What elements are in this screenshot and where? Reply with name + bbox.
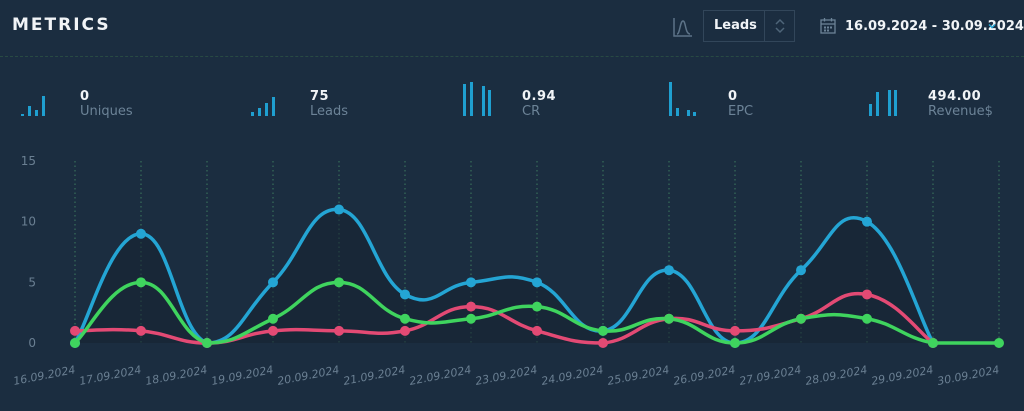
data-point (532, 325, 542, 336)
metric-label: Uniques (80, 104, 133, 119)
header: METRICS Leads 16.09.2024 - 30.09.2024 (0, 0, 1024, 56)
metric-uniques: 0 Uniques (20, 88, 220, 122)
data-point (862, 289, 872, 300)
data-point (796, 313, 806, 324)
data-point (400, 289, 410, 300)
bar-chart-icon (251, 97, 275, 116)
bar-chart-icon (669, 82, 696, 116)
y-tick-label: 15 (21, 154, 36, 168)
metric-label: Leads (310, 104, 349, 119)
data-point (268, 325, 278, 336)
data-point (466, 313, 476, 324)
data-point (862, 313, 872, 324)
x-tick-label: 26.09.2024 (672, 363, 736, 388)
x-tick-label: 16.09.2024 (12, 363, 76, 388)
data-point (466, 277, 476, 288)
bar-chart-icon (21, 96, 45, 116)
metric-label: CR (522, 104, 541, 119)
page-title: METRICS (12, 15, 111, 35)
metric-leads: 75 Leads (250, 88, 450, 122)
data-point (796, 265, 806, 276)
data-point (928, 338, 938, 348)
data-point (334, 204, 344, 215)
y-tick-label: 0 (28, 336, 36, 350)
select-divider (764, 11, 765, 41)
data-point (70, 325, 80, 336)
data-point (136, 228, 146, 239)
x-tick-label: 21.09.2024 (342, 363, 406, 388)
data-point (532, 301, 542, 312)
metric-revenue: 494.00 Revenue$ (868, 88, 1018, 122)
bar-chart-icon (869, 90, 897, 116)
metric-value: 0 (80, 89, 90, 104)
x-tick-label: 17.09.2024 (78, 363, 142, 388)
data-point (664, 265, 674, 276)
line-chart-icon[interactable] (672, 16, 694, 38)
chevron-down-icon (988, 23, 996, 29)
calendar-icon (820, 18, 836, 34)
data-point (730, 325, 740, 336)
data-point (268, 313, 278, 324)
x-tick-label: 18.09.2024 (144, 363, 208, 388)
data-point (400, 325, 410, 336)
metric-label: EPC (728, 104, 754, 119)
metric-select-value: Leads (714, 18, 757, 33)
x-tick-label: 23.09.2024 (474, 363, 538, 388)
y-tick-label: 5 (28, 275, 36, 289)
metric-value: 0 (728, 89, 738, 104)
data-point (202, 338, 212, 348)
data-point (466, 301, 476, 312)
leads-line-chart: 0 5 10 15 16.09.2024 17.09.2024 18.09.2024 19.0… (12, 154, 1004, 388)
x-tick-label: 27.09.2024 (738, 363, 802, 388)
data-point (136, 325, 146, 336)
x-tick-label: 22.09.2024 (408, 363, 472, 388)
metric-epc: 0 EPC (668, 82, 868, 122)
bar-chart-icon (463, 82, 491, 116)
data-point (994, 338, 1004, 348)
data-point (268, 277, 278, 288)
x-tick-label: 25.09.2024 (606, 363, 670, 388)
date-range-value: 16.09.2024 - 30.09.2024 (845, 19, 1024, 34)
data-point (334, 325, 344, 336)
x-tick-label: 29.09.2024 (870, 363, 934, 388)
metric-label: Revenue$ (928, 104, 993, 119)
data-point (862, 216, 872, 227)
x-tick-label: 24.09.2024 (540, 363, 604, 388)
data-point (400, 313, 410, 324)
x-tick-label: 28.09.2024 (804, 363, 868, 388)
metric-select[interactable]: Leads (703, 10, 795, 42)
header-divider (0, 56, 1024, 57)
data-point (334, 277, 344, 288)
metric-cr: 0.94 CR (462, 82, 662, 122)
data-point (598, 325, 608, 336)
data-point (532, 277, 542, 288)
data-point (730, 338, 740, 348)
data-point (136, 277, 146, 288)
y-tick-label: 10 (21, 215, 36, 229)
x-tick-label: 19.09.2024 (210, 363, 274, 388)
data-point (664, 313, 674, 324)
x-tick-label: 30.09.2024 (936, 363, 1000, 388)
metric-value: 75 (310, 89, 330, 104)
metric-value: 494.00 (928, 89, 982, 104)
data-point (598, 338, 608, 348)
metric-value: 0.94 (522, 89, 557, 104)
up-down-arrows-icon (775, 18, 785, 34)
x-tick-label: 20.09.2024 (276, 363, 340, 388)
data-point (70, 338, 80, 348)
